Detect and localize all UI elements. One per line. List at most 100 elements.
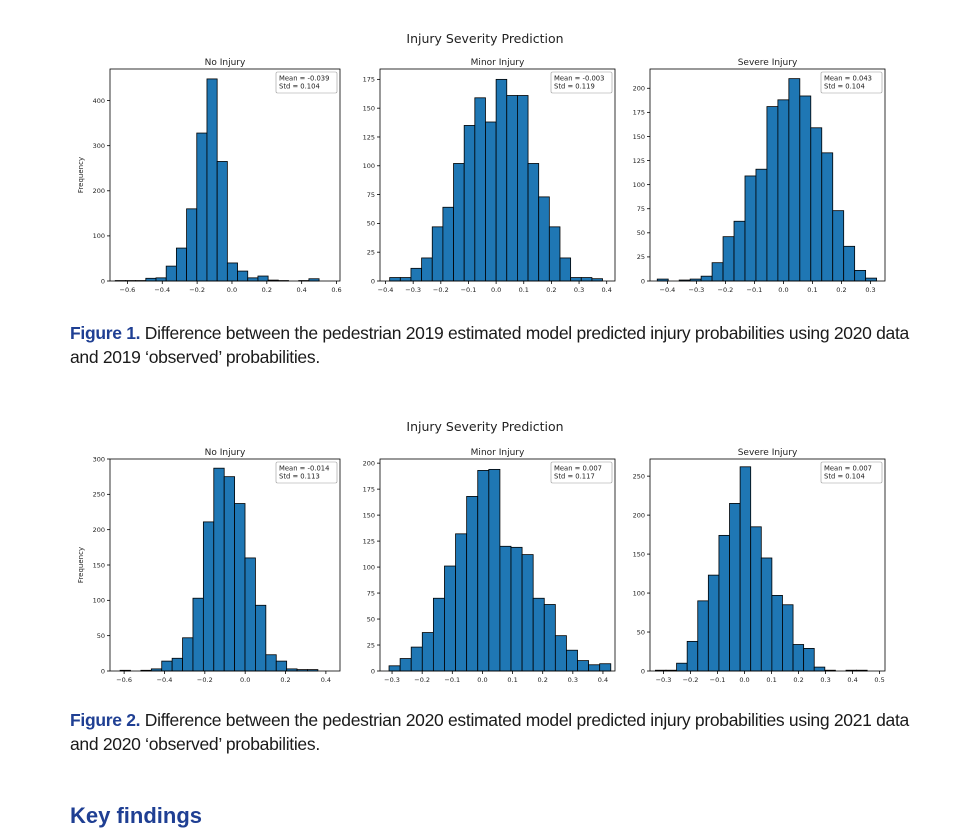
stats-line: Std = 0.119 bbox=[554, 83, 595, 91]
section-heading: Key findings bbox=[70, 803, 202, 829]
histogram-bar bbox=[248, 278, 258, 281]
y-tick-label: 150 bbox=[93, 561, 105, 569]
histogram-bar bbox=[235, 504, 245, 671]
histogram-bar bbox=[156, 278, 166, 281]
x-tick-label: 0.1 bbox=[807, 286, 817, 294]
x-tick-label: 0.1 bbox=[766, 676, 776, 684]
y-tick-label: 25 bbox=[637, 253, 645, 261]
histogram-bar bbox=[730, 503, 741, 671]
histogram-bar bbox=[176, 248, 186, 281]
y-tick-label: 0 bbox=[101, 667, 105, 675]
y-tick-label: 75 bbox=[367, 589, 375, 597]
histogram-bar bbox=[485, 122, 496, 281]
histogram-bar bbox=[800, 96, 811, 281]
histogram-bar bbox=[511, 547, 522, 671]
x-tick-label: 0.5 bbox=[874, 676, 884, 684]
y-tick-label: 25 bbox=[367, 641, 375, 649]
x-tick-label: −0.4 bbox=[157, 676, 173, 684]
histogram-bar bbox=[183, 638, 193, 671]
figure-suptitle: Injury Severity Prediction bbox=[0, 31, 970, 46]
histogram-bar bbox=[772, 595, 783, 671]
y-tick-label: 200 bbox=[93, 187, 105, 195]
x-tick-label: 0.0 bbox=[778, 286, 788, 294]
figure-caption: Figure 1. Difference between the pedestr… bbox=[70, 321, 920, 369]
histogram-bar bbox=[203, 522, 213, 671]
y-tick-label: 100 bbox=[633, 589, 645, 597]
histogram-bar bbox=[214, 468, 224, 671]
x-tick-label: 0.3 bbox=[865, 286, 875, 294]
histogram-bar bbox=[146, 278, 156, 281]
histogram-bar bbox=[411, 647, 422, 671]
histogram-bar bbox=[443, 207, 454, 281]
y-tick-label: 400 bbox=[93, 97, 105, 105]
histogram-bar bbox=[400, 659, 411, 671]
stats-line: Std = 0.104 bbox=[279, 83, 320, 91]
histogram-bar bbox=[698, 601, 709, 671]
x-tick-label: −0.2 bbox=[414, 676, 430, 684]
x-tick-label: −0.2 bbox=[197, 676, 213, 684]
histogram-bar bbox=[238, 271, 248, 281]
histogram-bar bbox=[467, 496, 478, 671]
x-tick-label: −0.2 bbox=[683, 676, 699, 684]
histogram-bar bbox=[555, 636, 566, 671]
x-tick-label: 0.2 bbox=[538, 676, 548, 684]
histogram-bar bbox=[712, 263, 723, 281]
histogram-bar bbox=[464, 125, 475, 281]
stats-line: Mean = -0.014 bbox=[279, 465, 329, 473]
histogram-bar bbox=[814, 667, 825, 671]
histogram-bar bbox=[539, 197, 550, 281]
histogram-bar bbox=[266, 655, 276, 671]
y-tick-label: 200 bbox=[363, 459, 375, 467]
y-tick-label: 50 bbox=[97, 632, 105, 640]
y-tick-label: 150 bbox=[633, 550, 645, 558]
histogram-bar bbox=[197, 133, 207, 281]
histogram-bar bbox=[193, 598, 203, 671]
x-tick-label: 0.0 bbox=[227, 286, 237, 294]
y-tick-label: 25 bbox=[367, 248, 375, 256]
stats-line: Mean = 0.007 bbox=[824, 465, 872, 473]
x-tick-label: 0.2 bbox=[546, 286, 556, 294]
histogram-bar bbox=[517, 96, 528, 282]
histogram-bar bbox=[187, 209, 197, 281]
figure-1: Injury Severity Prediction No Injury−0.6… bbox=[0, 0, 970, 380]
histogram-bar bbox=[389, 666, 400, 671]
x-tick-label: −0.3 bbox=[689, 286, 705, 294]
y-tick-label: 125 bbox=[363, 133, 375, 141]
histogram-bar bbox=[811, 128, 822, 281]
histogram-bar bbox=[454, 163, 465, 281]
histogram-bar bbox=[822, 153, 833, 281]
x-tick-label: −0.1 bbox=[710, 676, 726, 684]
histogram-bar bbox=[756, 169, 767, 281]
figure-caption: Figure 2. Difference between the pedestr… bbox=[70, 708, 920, 756]
histogram-bar bbox=[855, 270, 866, 281]
histogram-bar bbox=[411, 268, 422, 281]
histogram-bar bbox=[456, 534, 467, 671]
histogram-bar bbox=[217, 161, 227, 281]
x-tick-label: 0.0 bbox=[477, 676, 487, 684]
histogram-bar bbox=[687, 641, 698, 671]
y-tick-label: 125 bbox=[633, 157, 645, 165]
histogram-bar bbox=[227, 263, 237, 281]
y-tick-label: 150 bbox=[363, 104, 375, 112]
y-tick-label: 100 bbox=[363, 162, 375, 170]
x-tick-label: −0.6 bbox=[116, 676, 132, 684]
chart-title: Severe Injury bbox=[738, 58, 798, 68]
y-tick-label: 125 bbox=[363, 537, 375, 545]
y-tick-label: 0 bbox=[641, 667, 645, 675]
y-tick-label: 0 bbox=[371, 667, 375, 675]
x-tick-label: 0.2 bbox=[280, 676, 290, 684]
histogram-bar bbox=[162, 661, 172, 671]
stats-line: Mean = -0.003 bbox=[554, 75, 604, 83]
histogram-bar bbox=[166, 266, 176, 281]
x-tick-label: −0.2 bbox=[189, 286, 205, 294]
y-tick-label: 250 bbox=[633, 472, 645, 480]
x-tick-label: −0.6 bbox=[120, 286, 136, 294]
histogram-bar bbox=[844, 246, 855, 281]
chart-title: No Injury bbox=[205, 448, 246, 458]
histogram-bar bbox=[767, 107, 778, 281]
stats-line: Std = 0.104 bbox=[824, 473, 865, 481]
histogram-bar bbox=[522, 555, 533, 671]
